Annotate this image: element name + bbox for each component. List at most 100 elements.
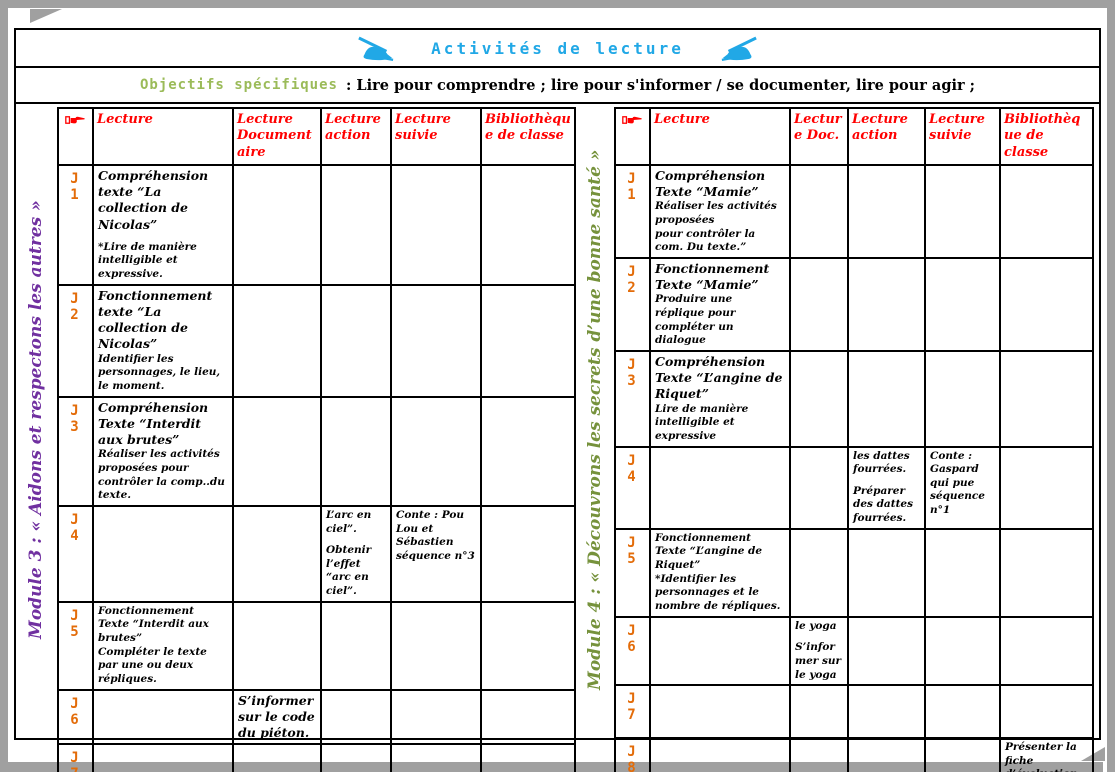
page-title: Activités de lecture <box>431 38 684 58</box>
activity-cell <box>649 684 791 740</box>
document-page: Activités de lecture Objectifs spécifiqu… <box>14 28 1101 772</box>
day-row: J 3 Compréhension Texte “Interdit aux brut… <box>57 395 576 507</box>
activity-cell <box>847 349 926 448</box>
activity-cell <box>789 445 849 530</box>
day-label: J 3 <box>57 395 94 507</box>
day-label: J 6 <box>57 688 94 746</box>
activity-text: Lire de manière intelligible et expressi… <box>655 402 749 442</box>
activity-cell <box>320 163 392 286</box>
activity-cell <box>999 615 1094 687</box>
activity-cell <box>320 600 392 691</box>
activity-text: les dattes fourrées. <box>853 449 910 476</box>
activity-text: séquence n°1 <box>930 490 985 517</box>
activity-text: séquence n°3 <box>396 549 475 562</box>
activity-text: Gaspard qui pue <box>930 463 979 489</box>
activity-cell <box>232 283 322 398</box>
activity-cell: Compréhension Texte “Mamie” Réaliser les a… <box>649 163 791 259</box>
activity-cell <box>789 737 849 772</box>
page-frame-right <box>1107 0 1115 772</box>
activity-cell <box>232 163 322 286</box>
activity-cell <box>390 688 482 746</box>
module-3-table: Lecture Lecture Documentaire Lecture act… <box>57 107 576 772</box>
activity-cell: S’informer sur le code du piéton. <box>232 688 322 746</box>
activity-cell <box>92 743 234 772</box>
activity-cell <box>480 163 576 286</box>
activity-text: S’informer sur le yoga <box>795 641 842 681</box>
col-header-bibliotheque: Bibliothèque de classe <box>999 107 1094 166</box>
day-row: J 2 Fonctionnement texte “La collection de… <box>57 283 576 398</box>
activity-text: Compréhension <box>655 167 766 183</box>
activity-text: Texte “L’angine de Riquet” <box>655 370 783 402</box>
activity-cell <box>649 737 791 772</box>
title-row: Activités de lecture <box>16 30 1099 68</box>
page-frame-left <box>0 0 8 772</box>
col-header-bibliotheque: Bibliothèque de classe <box>480 107 576 166</box>
activity-cell <box>789 349 849 448</box>
activity-text: d’évaluation <box>1005 768 1088 772</box>
module-4-section: Module 4 : « Découvrons les secrets d’un… <box>578 104 1099 772</box>
day-row: J 6 le yoga S’informer sur le yoga <box>614 615 1094 687</box>
activity-cell <box>847 256 926 352</box>
header-icon-cell <box>614 107 651 166</box>
activity-cell <box>999 445 1094 530</box>
activity-text: pour contrôler la com. Du texte.” <box>655 227 756 254</box>
activity-cell: Compréhension Texte “L’angine de Riquet” L… <box>649 349 791 448</box>
day-label: J 7 <box>614 684 651 740</box>
module-4-header-row: Lecture Lecture Doc. Lecture action Lect… <box>614 107 1094 166</box>
activity-text: Texte “L’angine de Riquet” <box>655 545 763 572</box>
col-header-lecture-doc: Lecture Doc. <box>789 107 849 166</box>
activity-cell <box>390 395 482 507</box>
pointing-hand-icon <box>622 114 643 131</box>
module-3-table-body: J 1 Compréhension texte “La collection de … <box>57 163 576 772</box>
activity-cell: Fonctionnement Texte “Interdit aux brutes… <box>92 600 234 691</box>
activity-cell: les dattes fourrées. Préparer des dattes … <box>847 445 926 530</box>
day-row: J 5 Fonctionnement Texte “L’angine de Riqu… <box>614 527 1094 618</box>
activity-text: contrôler la comp..du texte. <box>98 475 225 502</box>
day-label: J 8 <box>614 737 651 772</box>
activity-cell: Compréhension texte “La collection de Nic… <box>92 163 234 286</box>
activity-text: Compréhension <box>655 353 766 369</box>
activity-cell <box>390 163 482 286</box>
activity-cell <box>232 395 322 507</box>
activity-text: texte “La collection de Nicolas” <box>98 184 189 232</box>
modules-area: Module 3 : « Aidons et respectons les au… <box>16 104 1099 772</box>
activity-cell <box>390 743 482 772</box>
col-header-lecture: Lecture <box>92 107 234 166</box>
activity-cell <box>999 349 1094 448</box>
day-label: J 4 <box>614 445 651 530</box>
activity-text: le yoga <box>795 619 837 632</box>
activity-cell <box>924 737 1001 772</box>
activity-text: Préparer des dattes fourrées. <box>853 484 914 525</box>
module-3-header-row: Lecture Lecture Documentaire Lecture act… <box>57 107 576 166</box>
day-row: J 5 Fonctionnement Texte “Interdit aux bru… <box>57 600 576 691</box>
day-row: J 1 Compréhension texte “La collection de … <box>57 163 576 286</box>
activity-text: Fonctionnement <box>98 287 213 303</box>
activity-cell <box>847 163 926 259</box>
col-header-lecture-suivie: Lecture suivie <box>924 107 1001 166</box>
activity-cell <box>320 395 392 507</box>
activity-text: S’informer sur le code du piéton. <box>238 692 315 741</box>
header-icon-cell <box>57 107 94 166</box>
activity-cell <box>649 445 791 530</box>
objectives-label: Objectifs spécifiques <box>139 77 338 93</box>
activity-text: L’arc en ciel”. <box>326 508 372 535</box>
col-header-lecture: Lecture <box>649 107 791 166</box>
day-label: J 2 <box>614 256 651 352</box>
activity-cell <box>390 283 482 398</box>
activity-cell <box>789 163 849 259</box>
col-header-lecture-suivie: Lecture suivie <box>390 107 482 166</box>
activity-text: Réaliser les activités proposées <box>655 200 777 226</box>
activity-text: texte “La collection de Nicolas” <box>98 303 189 352</box>
activity-cell: Compréhension Texte “Interdit aux brutes”… <box>92 395 234 507</box>
activity-cell <box>924 684 1001 740</box>
activity-cell <box>232 743 322 772</box>
activity-cell <box>320 743 392 772</box>
day-label: J 2 <box>57 283 94 398</box>
activity-cell: Fonctionnement texte “La collection de Ni… <box>92 283 234 398</box>
activity-cell <box>649 615 791 687</box>
day-label: J 5 <box>614 527 651 618</box>
col-header-lecture-action: Lecture action <box>847 107 926 166</box>
activity-text: Réaliser les activités proposées pour <box>98 448 220 474</box>
activity-text: Texte “Mamie” <box>655 277 759 293</box>
day-row: J 1 Compréhension Texte “Mamie” Réaliser le… <box>614 163 1094 259</box>
